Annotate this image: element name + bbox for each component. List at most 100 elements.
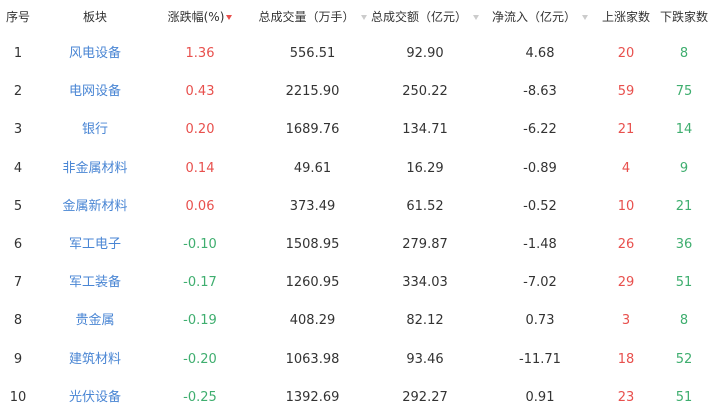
volume-value: 1063.98 bbox=[285, 351, 340, 367]
sector-link[interactable]: 银行 bbox=[81, 122, 108, 138]
sector-link[interactable]: 贵金属 bbox=[75, 313, 115, 329]
inflow-value: -1.48 bbox=[523, 237, 557, 252]
down-count: 14 bbox=[675, 122, 693, 138]
row-number: 6 bbox=[13, 237, 23, 252]
up-count: 18 bbox=[617, 351, 635, 367]
amount-value: 134.71 bbox=[402, 122, 448, 138]
row-number: 5 bbox=[13, 198, 23, 214]
amount-value: 334.03 bbox=[402, 275, 448, 291]
up-count: 59 bbox=[617, 84, 635, 100]
volume-value: 1260.95 bbox=[285, 275, 340, 291]
header-amount[interactable]: 总成交额（亿元） bbox=[370, 0, 480, 34]
table-header: 序号 板块 涨跌幅(%) 总成交量（万手） 总成交额（亿元） 净流入（亿元） 上… bbox=[0, 0, 712, 38]
change-value: -0.10 bbox=[183, 237, 217, 252]
row-number: 9 bbox=[13, 351, 23, 367]
sector-link[interactable]: 电网设备 bbox=[68, 84, 121, 100]
amount-value: 292.27 bbox=[402, 389, 448, 405]
amount-value: 279.87 bbox=[402, 237, 448, 252]
sort-icon[interactable] bbox=[360, 15, 367, 20]
up-count: 10 bbox=[617, 198, 635, 214]
table-row: 10 光伏设备 -0.25 1392.69 292.27 0.91 23 51 bbox=[0, 379, 712, 417]
amount-value: 61.52 bbox=[406, 198, 444, 214]
volume-value: 1508.95 bbox=[285, 237, 340, 252]
table-row: 9 建筑材料 -0.20 1063.98 93.46 -11.71 18 52 bbox=[0, 341, 712, 379]
row-number: 3 bbox=[13, 122, 23, 138]
up-count: 20 bbox=[617, 46, 635, 61]
header-down-count: 下跌家数 bbox=[659, 10, 708, 24]
inflow-value: -8.63 bbox=[523, 84, 557, 100]
down-count: 21 bbox=[675, 198, 693, 214]
down-count: 51 bbox=[675, 389, 693, 405]
header-label: 总成交额（亿元） bbox=[370, 10, 467, 24]
down-count: 36 bbox=[675, 237, 693, 252]
sort-desc-icon[interactable] bbox=[226, 15, 233, 20]
sector-link[interactable]: 建筑材料 bbox=[68, 351, 121, 367]
row-number: 1 bbox=[13, 46, 23, 61]
header-label: 涨跌幅(%) bbox=[167, 10, 225, 24]
header-volume[interactable]: 总成交量（万手） bbox=[250, 0, 375, 34]
sector-link[interactable]: 非金属材料 bbox=[62, 160, 128, 176]
inflow-value: -11.71 bbox=[519, 351, 561, 367]
amount-value: 250.22 bbox=[402, 84, 448, 100]
inflow-value: -0.52 bbox=[523, 198, 557, 214]
amount-value: 82.12 bbox=[406, 313, 444, 329]
inflow-value: 0.73 bbox=[525, 313, 555, 329]
volume-value: 1392.69 bbox=[285, 389, 340, 405]
volume-value: 1689.76 bbox=[285, 122, 340, 138]
header-sector: 板块 bbox=[82, 10, 107, 24]
up-count: 4 bbox=[621, 160, 631, 176]
header-inflow[interactable]: 净流入（亿元） bbox=[480, 0, 600, 34]
up-count: 29 bbox=[617, 275, 635, 291]
volume-value: 373.49 bbox=[289, 198, 336, 214]
header-label: 总成交量（万手） bbox=[258, 10, 355, 24]
down-count: 8 bbox=[679, 313, 689, 329]
table-row: 6 军工电子 -0.10 1508.95 279.87 -1.48 26 36 bbox=[0, 226, 712, 264]
sort-icon[interactable] bbox=[473, 15, 479, 20]
table-row: 2 电网设备 0.43 2215.90 250.22 -8.63 59 75 bbox=[0, 73, 712, 111]
change-value: -0.20 bbox=[183, 351, 217, 367]
volume-value: 408.29 bbox=[289, 313, 336, 329]
change-value: 0.43 bbox=[185, 84, 215, 100]
inflow-value: 4.68 bbox=[525, 46, 555, 61]
change-value: 0.20 bbox=[185, 122, 215, 138]
table-row: 1 风电设备 1.36 556.51 92.90 4.68 20 8 bbox=[0, 35, 712, 73]
change-value: -0.25 bbox=[183, 389, 217, 405]
up-count: 21 bbox=[617, 122, 635, 138]
change-value: 1.36 bbox=[185, 46, 215, 61]
header-change[interactable]: 涨跌幅(%) bbox=[150, 0, 250, 34]
change-value: -0.19 bbox=[183, 313, 217, 329]
volume-value: 49.61 bbox=[293, 160, 332, 176]
table-row: 8 贵金属 -0.19 408.29 82.12 0.73 3 8 bbox=[0, 302, 712, 340]
row-number: 7 bbox=[13, 275, 23, 291]
sector-link[interactable]: 光伏设备 bbox=[68, 389, 121, 405]
sector-link[interactable]: 军工电子 bbox=[68, 237, 121, 252]
down-count: 51 bbox=[675, 275, 693, 291]
up-count: 26 bbox=[617, 237, 635, 252]
header-label: 净流入（亿元） bbox=[491, 10, 576, 24]
amount-value: 16.29 bbox=[406, 160, 444, 176]
change-value: 0.06 bbox=[185, 198, 215, 214]
row-number: 4 bbox=[13, 160, 23, 176]
inflow-value: -0.89 bbox=[523, 160, 557, 176]
sort-icon[interactable] bbox=[582, 15, 588, 20]
inflow-value: 0.91 bbox=[525, 389, 555, 405]
header-up-count: 上涨家数 bbox=[601, 10, 650, 24]
change-value: -0.17 bbox=[183, 275, 217, 291]
row-number: 2 bbox=[13, 84, 23, 100]
amount-value: 93.46 bbox=[406, 351, 444, 367]
up-count: 3 bbox=[621, 313, 631, 329]
table-row: 5 金属新材料 0.06 373.49 61.52 -0.52 10 21 bbox=[0, 188, 712, 226]
up-count: 23 bbox=[617, 389, 635, 405]
down-count: 8 bbox=[679, 46, 689, 61]
table-row: 4 非金属材料 0.14 49.61 16.29 -0.89 4 9 bbox=[0, 150, 712, 188]
inflow-value: -7.02 bbox=[523, 275, 557, 291]
down-count: 9 bbox=[679, 160, 689, 176]
header-no: 序号 bbox=[5, 10, 30, 24]
sector-link[interactable]: 金属新材料 bbox=[62, 198, 128, 214]
amount-value: 92.90 bbox=[406, 46, 444, 61]
sector-link[interactable]: 风电设备 bbox=[68, 46, 121, 61]
inflow-value: -6.22 bbox=[523, 122, 557, 138]
sector-link[interactable]: 军工装备 bbox=[68, 275, 121, 291]
table-row: 7 军工装备 -0.17 1260.95 334.03 -7.02 29 51 bbox=[0, 264, 712, 302]
row-number: 8 bbox=[13, 313, 23, 329]
